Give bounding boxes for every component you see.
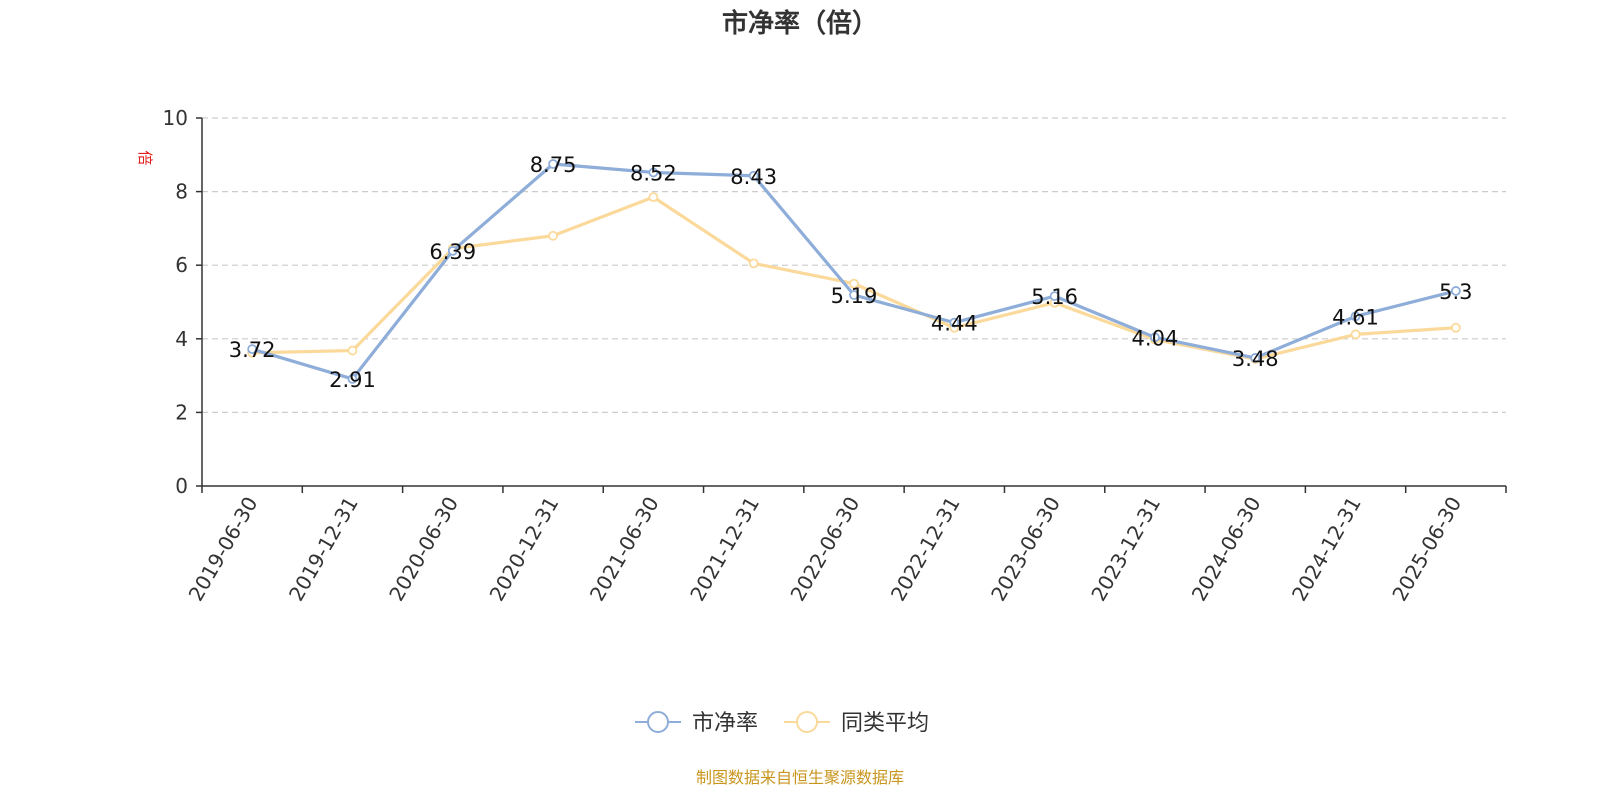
data-point [548,159,558,169]
x-tick-label: 2024-06-30 [1187,493,1266,606]
y-tick-label: 4 [175,327,188,351]
legend[interactable]: 市净率 同类平均 [635,711,929,736]
y-tick-label: 8 [175,180,188,204]
data-point [247,344,258,355]
data-point [1450,322,1461,333]
source-note: 制图数据来自恒生聚源数据库 [696,768,904,787]
x-tick-label: 2021-06-30 [585,493,664,606]
legend-label: 市净率 [692,711,758,736]
data-point [949,317,960,328]
y-axis-unit-label: 倍 [136,150,154,165]
data-point [347,345,358,356]
data-label: 4.04 [1132,326,1179,350]
data-labels: 3.72 2.91 6.39 8.75 8.52 8.43 5.19 4.44 5.16 4.04… [229,153,1473,392]
x-tick-label: 2024-12-31 [1287,493,1366,606]
data-point [1450,286,1461,296]
data-point [447,245,458,256]
data-label: 5.19 [831,284,878,308]
data-label: 4.44 [931,312,978,336]
x-tick-label: 2023-06-30 [986,493,1065,606]
y-tick-label: 2 [175,400,188,424]
data-point [849,290,859,300]
data-label: 6.39 [429,240,476,264]
data-point [748,258,759,269]
grid-lines [202,117,1506,413]
legend-label: 同类平均 [841,711,929,736]
x-tick-label: 2022-12-31 [886,493,965,606]
data-point [849,278,859,289]
x-tick-label: 2023-12-31 [1086,493,1165,606]
legend-item-0[interactable]: 市净率 [635,711,758,736]
data-label: 4.61 [1332,305,1379,329]
data-label: 5.3 [1439,280,1472,304]
data-label: 8.75 [530,153,577,177]
x-tick-label: 2020-06-30 [384,493,463,606]
data-point [1350,311,1361,322]
data-label: 8.52 [630,161,677,185]
x-tick-label: 2019-06-30 [184,493,263,606]
legend-marker [647,711,669,733]
x-tick-label: 2022-06-30 [785,493,864,606]
data-point [1250,353,1261,363]
data-point [748,170,759,181]
data-point [1350,329,1361,340]
data-point [347,374,358,384]
series-lines [247,159,1461,384]
data-point [548,230,558,241]
x-tick-label: 2025-06-30 [1387,493,1466,606]
data-label: 5.16 [1031,285,1078,309]
y-tick-label: 0 [175,474,188,498]
legend-marker [796,711,818,733]
y-tick-label: 6 [175,253,188,277]
legend-item-1[interactable]: 同类平均 [784,711,929,736]
y-tick-label: 10 [163,106,188,130]
data-point [648,192,659,203]
x-tick-label: 2021-12-31 [685,493,764,606]
data-point [1049,291,1060,302]
data-label: 3.48 [1232,347,1279,371]
data-point [1150,332,1160,343]
x-tick-label: 2020-12-31 [485,493,564,606]
data-point [648,167,659,178]
data-label: 3.72 [229,338,276,362]
data-label: 2.91 [329,368,376,392]
data-label: 8.43 [730,165,777,189]
axes: 0 2 4 6 8 10 2019-06-30 2019-12-31 2020-06-30 202… [163,106,1507,606]
chart-title: 市净率（倍） [722,8,878,39]
x-tick-label: 2019-12-31 [284,493,363,606]
